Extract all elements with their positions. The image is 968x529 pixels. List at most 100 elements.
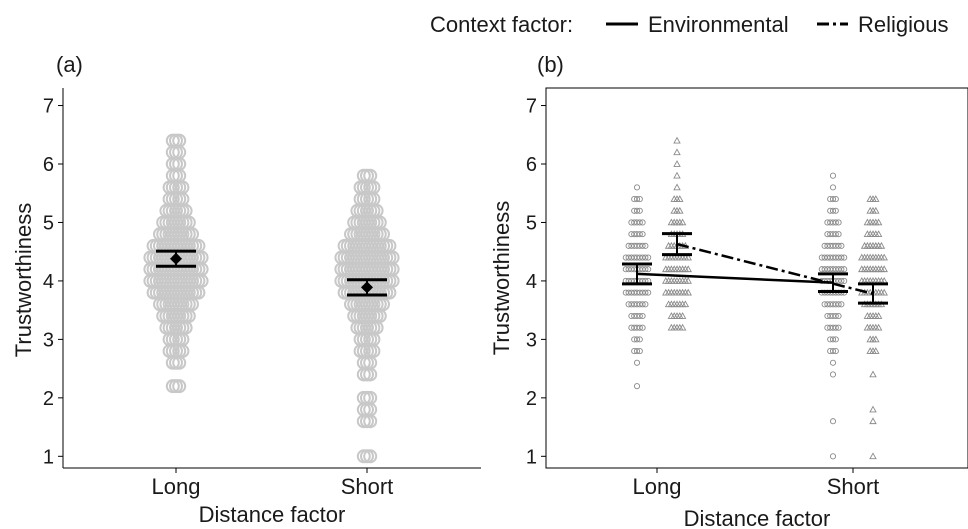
x-tick-label-long: Long [633, 474, 682, 499]
data-point-environmental [841, 277, 848, 284]
data-point-environmental [645, 289, 652, 296]
x-tick-label-long: Long [152, 474, 201, 499]
legend: Context factor: Environmental Religious [430, 12, 949, 37]
data-point-environmental [829, 348, 837, 355]
data-point-environmental [829, 172, 837, 179]
data-point-environmental [832, 336, 839, 343]
panel-b-x-ticks: Long Short [633, 468, 880, 499]
data-point-religious [877, 241, 886, 249]
data-point-religious [872, 195, 880, 202]
mean-line-religious [676, 242, 874, 295]
mean-marker [170, 252, 182, 265]
data-point-environmental [838, 242, 845, 249]
data-point [363, 390, 378, 405]
legend-title: Context factor: [430, 12, 573, 37]
data-point-religious [874, 312, 883, 319]
y-tick-label: 2 [43, 388, 54, 410]
y-tick-label: 6 [43, 154, 54, 176]
data-point [382, 238, 397, 253]
data-point [172, 379, 187, 394]
data-point-environmental [838, 277, 845, 284]
data-point-environmental [838, 254, 845, 261]
panel-a-y-axis-title: Trustworthiness [11, 203, 36, 357]
data-point-religious [684, 253, 692, 261]
data-point-environmental [645, 266, 652, 273]
data-point-environmental [841, 266, 848, 273]
data-point-environmental [636, 231, 643, 238]
data-point-religious [872, 335, 880, 343]
panel-a-means [156, 249, 387, 297]
data-point-religious [673, 160, 681, 167]
data-point-environmental [636, 336, 643, 343]
data-point-environmental [832, 219, 839, 226]
y-tick-label: 4 [43, 271, 54, 293]
data-point-environmental [642, 301, 649, 308]
data-point-environmental [835, 312, 842, 320]
data-point-religious [880, 265, 888, 273]
panel-b: (b) 1 2 3 4 5 6 7 Long Short Trustworthiness Di… [489, 52, 968, 529]
data-point-environmental [639, 219, 646, 226]
data-point-environmental [642, 289, 649, 296]
panel-b-frame [545, 87, 968, 469]
data-point-environmental [642, 242, 649, 249]
data-point-environmental [633, 336, 641, 343]
data-point-environmental [832, 348, 839, 355]
y-tick-label: 4 [526, 271, 537, 293]
data-point-environmental [829, 371, 837, 378]
data-point [363, 168, 378, 183]
data-point-religious [869, 370, 877, 378]
legend-label-environmental: Environmental [648, 12, 789, 37]
panel-a: (a) 1 2 3 4 5 6 7 Long Short Trustworthiness Di… [11, 52, 481, 527]
data-point-environmental [639, 231, 646, 238]
y-tick-label: 5 [526, 212, 537, 234]
data-point-environmental [835, 219, 842, 226]
data-point-environmental [832, 196, 839, 203]
legend-label-religious: Religious [858, 12, 949, 37]
data-point-environmental [829, 418, 837, 425]
data-point-religious [673, 148, 681, 156]
panel-b-means [622, 232, 888, 305]
data-point-religious [869, 417, 877, 425]
data-point-religious [684, 276, 692, 284]
data-point-environmental [832, 231, 839, 238]
panel-a-label: (a) [56, 52, 83, 77]
data-point-environmental [636, 312, 643, 320]
mean-marker [361, 281, 373, 294]
data-point-environmental [636, 219, 643, 226]
data-point-environmental [633, 359, 641, 366]
data-point [172, 133, 187, 148]
data-point-religious [872, 347, 880, 354]
data-point-environmental [636, 207, 643, 214]
y-tick-label: 6 [526, 154, 537, 176]
data-point-environmental [835, 242, 842, 249]
data-point-environmental [829, 207, 837, 214]
data-point-religious [872, 206, 880, 214]
panel-a-x-axis-title: Distance factor [199, 502, 346, 527]
data-point-environmental [633, 348, 641, 355]
data-point-environmental [636, 348, 643, 355]
data-point-environmental [829, 336, 837, 343]
data-point-environmental [636, 324, 643, 331]
data-point-environmental [636, 196, 643, 203]
y-tick-label: 7 [526, 96, 537, 118]
panel-b-mean-lines [636, 242, 874, 295]
x-tick-label-short: Short [827, 474, 880, 499]
data-point-religious [880, 253, 888, 261]
data-point-environmental [835, 301, 842, 308]
panel-b-x-axis-title: Distance factor [684, 506, 831, 529]
y-tick-label: 7 [43, 96, 54, 118]
data-point-environmental [633, 207, 641, 214]
data-point-religious [874, 218, 883, 226]
panel-a-x-ticks: Long Short [152, 468, 393, 499]
data-point-religious [676, 195, 684, 202]
y-tick-label: 5 [43, 212, 54, 234]
data-point-environmental [639, 312, 646, 320]
data-point-environmental [829, 359, 837, 366]
data-point-environmental [639, 324, 646, 331]
data-point-environmental [835, 231, 842, 238]
data-point-environmental [832, 207, 839, 214]
y-tick-label: 3 [526, 329, 537, 351]
data-point-environmental [829, 453, 837, 460]
data-point-environmental [642, 266, 649, 273]
